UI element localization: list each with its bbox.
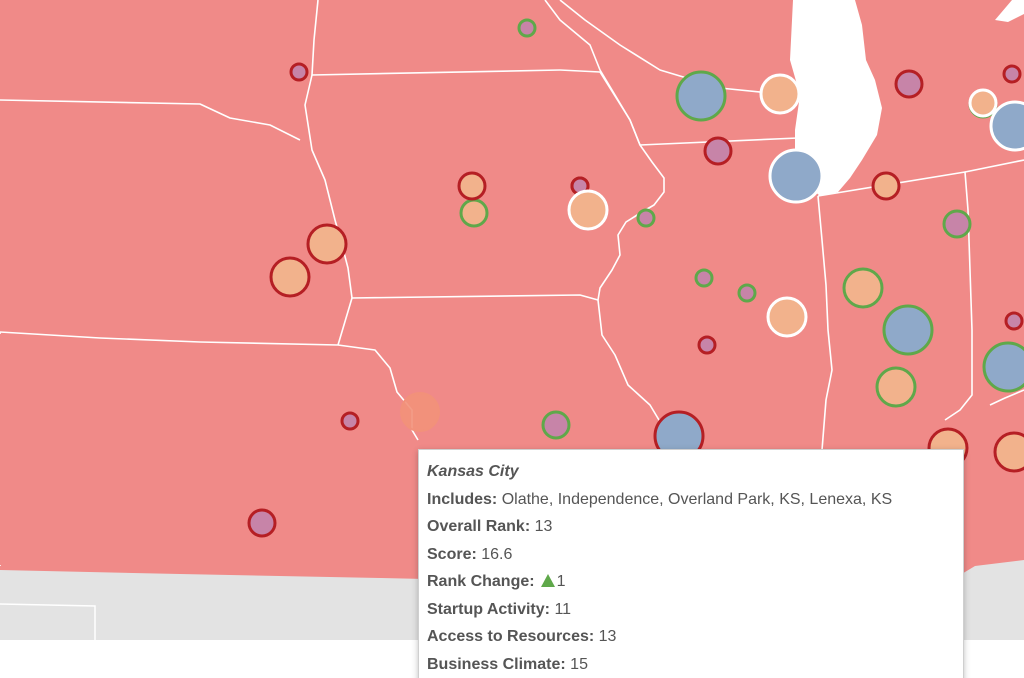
city-tooltip: Kansas City Includes: Olathe, Independen…: [418, 449, 964, 678]
overall-rank-value: 13: [534, 518, 553, 535]
score-label: Score:: [427, 545, 477, 563]
tooltip-includes-row: Includes: Olathe, Independence, Overland…: [427, 486, 963, 514]
city-marker[interactable]: [1004, 311, 1024, 331]
startup-activity-value: 11: [554, 600, 572, 618]
mexico-border-line: [0, 603, 96, 640]
city-marker[interactable]: [517, 18, 537, 38]
border-sd-mn: [311, 0, 319, 76]
city-marker[interactable]: [697, 335, 717, 355]
city-marker[interactable]: [942, 209, 972, 239]
border-sd-ne: [0, 331, 339, 346]
includes-value: Olathe, Independence, Overland Park, KS,…: [501, 490, 893, 508]
access-to-resources-value: 13: [598, 628, 617, 645]
overall-rank-label: Overall Rank:: [427, 518, 531, 535]
city-marker[interactable]: [694, 268, 714, 288]
rank-change-value: 1: [556, 573, 566, 590]
city-marker[interactable]: [842, 267, 884, 309]
border-mo-bottom: [411, 429, 419, 441]
tooltip-score-row: Score: 16.6: [427, 541, 963, 569]
city-marker-kansas-city-selected[interactable]: [400, 392, 440, 432]
includes-label: Includes:: [427, 490, 498, 508]
tooltip-business-climate-row: Business Climate: 15: [427, 651, 963, 678]
border-il-in: [817, 195, 833, 451]
city-marker[interactable]: [871, 171, 901, 201]
border-nd-sd: [0, 99, 301, 141]
border-mn-ia: [311, 69, 561, 76]
city-marker[interactable]: [457, 171, 487, 201]
city-marker[interactable]: [459, 198, 489, 228]
rank-change-label: Rank Change:: [427, 573, 535, 590]
tooltip-rank-change-row: Rank Change: 1: [427, 568, 963, 596]
border-ia-il: [559, 69, 665, 301]
city-marker[interactable]: [982, 341, 1024, 393]
city-marker[interactable]: [703, 136, 733, 166]
state-borders: [0, 0, 1024, 566]
border-oh-east: [964, 159, 1024, 173]
score-value: 16.6: [481, 545, 513, 563]
city-marker[interactable]: [759, 73, 801, 115]
city-markers: [247, 18, 1024, 538]
city-marker[interactable]: [306, 223, 348, 265]
states-landmass: [0, 0, 1024, 582]
city-marker[interactable]: [675, 70, 727, 122]
tooltip-startup-activity-row: Startup Activity: 11: [427, 596, 963, 624]
border-ks-mo: [337, 297, 353, 346]
business-climate-label: Business Climate:: [427, 655, 566, 673]
city-marker[interactable]: [768, 148, 824, 204]
city-marker[interactable]: [968, 88, 998, 118]
border-oh-ky: [989, 389, 1024, 406]
rank-up-arrow-icon: [540, 574, 555, 587]
lake-huron: [995, 0, 1024, 22]
city-marker[interactable]: [1002, 64, 1022, 84]
border-in-oh: [817, 171, 973, 421]
city-marker[interactable]: [247, 508, 277, 538]
tooltip-overall-rank-row: Overall Rank: 13: [427, 513, 963, 541]
border-ne-ia: [304, 74, 353, 299]
city-marker[interactable]: [541, 410, 571, 440]
city-marker[interactable]: [737, 283, 757, 303]
city-marker[interactable]: [882, 304, 934, 356]
city-marker[interactable]: [993, 431, 1024, 473]
city-marker[interactable]: [894, 69, 924, 99]
business-climate-value: 15: [570, 655, 588, 673]
tooltip-city-name: Kansas City: [427, 463, 519, 480]
border-mo-il: [597, 299, 663, 426]
access-to-resources-label: Access to Resources:: [427, 628, 595, 645]
city-marker[interactable]: [289, 62, 309, 82]
tooltip-title-row: Kansas City: [427, 458, 963, 486]
city-marker[interactable]: [340, 411, 360, 431]
city-marker[interactable]: [989, 100, 1024, 152]
city-marker[interactable]: [875, 366, 917, 408]
city-marker[interactable]: [567, 189, 609, 231]
city-marker[interactable]: [636, 208, 656, 228]
tooltip-access-to-resources-row: Access to Resources: 13: [427, 623, 963, 651]
city-marker[interactable]: [766, 296, 808, 338]
city-marker[interactable]: [269, 256, 311, 298]
lake-michigan: [790, 0, 882, 196]
border-mi-wi: [559, 0, 791, 96]
startup-activity-label: Startup Activity:: [427, 600, 550, 618]
border-ia-mo: [351, 294, 599, 301]
